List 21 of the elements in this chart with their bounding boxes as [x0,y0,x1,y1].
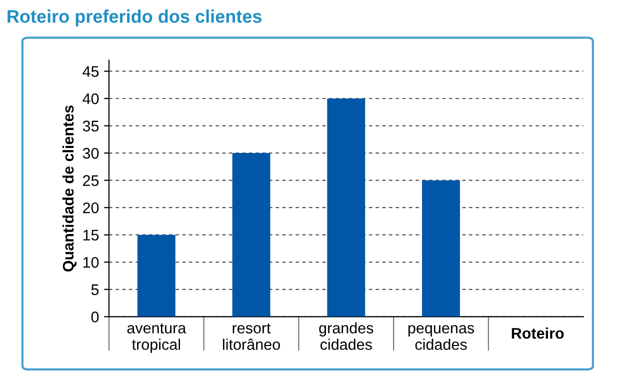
y-tick-label: 20 [83,202,99,214]
x-axis-title: Roteiro [512,328,564,339]
y-tick-label: 35 [82,120,99,132]
x-tick-label: resort litorâneo [223,323,280,350]
bar [232,153,270,317]
x-tick-label: grandes cidades [319,322,374,350]
y-tick-label: 0 [91,312,99,322]
y-tick-label: 30 [82,148,99,159]
chart-title: Roteiro preferido dos clientes [8,10,262,26]
y-tick-label: 45 [82,66,99,77]
y-tick-label: 5 [91,284,99,296]
y-tick-label: 10 [83,257,99,268]
y-tick-label: 40 [82,93,99,104]
bar [422,180,460,317]
y-axis-title: Quantidade de clientes [62,105,77,272]
x-tick-label: aventura tropical [127,323,186,353]
y-tick-label: 15 [83,230,99,241]
x-tick-label: pequenas cidades [408,325,474,350]
bar [327,98,366,317]
bar [137,234,176,317]
y-tick-label: 25 [83,175,99,186]
